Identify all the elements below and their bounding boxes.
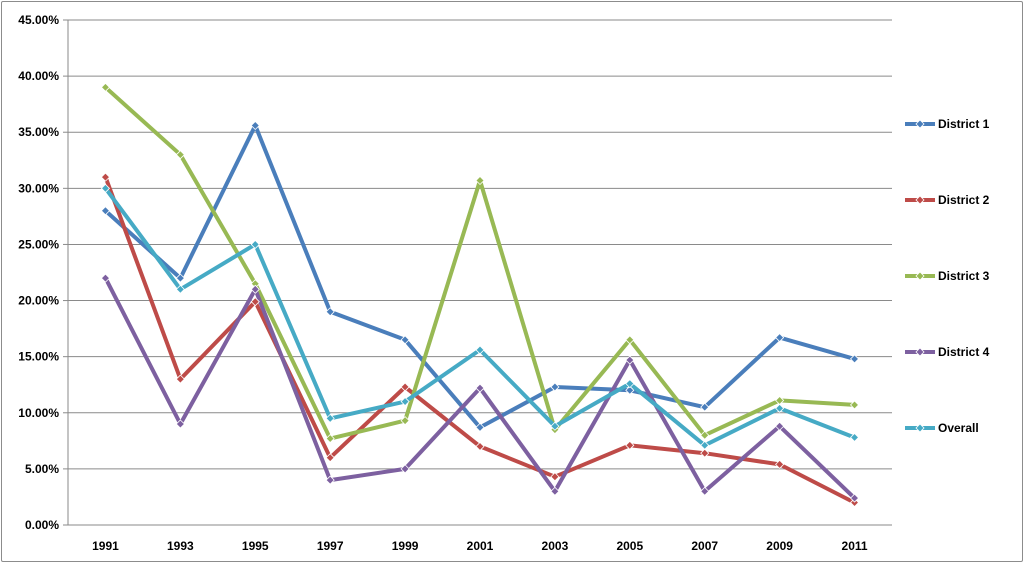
data-point — [550, 472, 560, 482]
data-point — [325, 307, 335, 317]
legend-marker — [915, 423, 925, 433]
x-tick-label: 1991 — [92, 539, 119, 553]
x-tick-label: 2005 — [616, 539, 643, 553]
x-tick-label: 2009 — [766, 539, 793, 553]
data-point — [550, 486, 560, 496]
legend-marker — [915, 195, 925, 205]
series-line-overall — [103, 186, 857, 448]
y-tick-label: 10.00% — [18, 406, 59, 420]
data-point — [175, 284, 185, 294]
legend-marker — [915, 347, 925, 357]
data-point — [550, 382, 560, 392]
data-point — [625, 355, 635, 365]
y-tick-label: 5.00% — [25, 462, 59, 476]
x-tick-label: 2001 — [467, 539, 494, 553]
data-point — [250, 297, 260, 307]
data-point — [400, 416, 410, 426]
gridlines — [68, 19, 892, 470]
x-tick-label: 2007 — [691, 539, 718, 553]
data-point — [625, 379, 635, 389]
x-axis-ticks: 1991 1993 1995 1997 1999 2001 2003 2005 2007 2009… — [92, 539, 868, 553]
y-tick-label: 25.00% — [18, 237, 59, 251]
legend-label: Overall — [938, 421, 979, 435]
legend-marker — [915, 271, 925, 281]
data-point — [400, 396, 410, 407]
data-point — [625, 440, 635, 450]
data-point — [625, 385, 635, 395]
data-point — [100, 172, 111, 182]
data-point — [475, 441, 485, 452]
x-tick-label: 2011 — [842, 539, 868, 553]
data-point — [700, 486, 710, 496]
data-point — [250, 284, 260, 294]
data-point — [849, 354, 860, 364]
legend-label: District 4 — [938, 345, 990, 359]
data-point — [775, 403, 785, 413]
data-point — [250, 239, 260, 250]
y-tick-label: 40.00% — [18, 69, 59, 83]
legend-marker — [915, 119, 925, 129]
data-point — [849, 400, 860, 410]
y-tick-label: 20.00% — [18, 294, 59, 308]
series-markers — [100, 82, 860, 508]
y-tick-label: 45.00% — [18, 13, 59, 27]
data-point — [775, 459, 785, 469]
series-lines — [103, 85, 857, 505]
x-tick-label: 1995 — [242, 539, 269, 553]
x-tick-label: 1999 — [392, 539, 419, 553]
data-point — [100, 82, 111, 92]
legend-label: District 3 — [938, 269, 990, 283]
data-point — [700, 402, 710, 412]
x-tick-label: 1993 — [167, 539, 194, 553]
data-point — [475, 345, 485, 355]
data-point — [175, 419, 185, 429]
data-point — [775, 421, 785, 431]
data-point — [325, 413, 335, 423]
y-tick-label: 30.00% — [18, 181, 59, 195]
data-point — [400, 335, 410, 345]
data-point — [175, 150, 185, 160]
data-point — [175, 273, 185, 283]
data-point — [700, 448, 710, 458]
y-tick-label: 0.00% — [25, 518, 59, 532]
y-tick-label: 35.00% — [18, 125, 59, 139]
data-point — [250, 120, 260, 131]
data-point — [400, 382, 410, 392]
data-point — [700, 430, 710, 440]
axes — [67, 20, 892, 526]
data-point — [175, 374, 185, 384]
data-point — [325, 453, 335, 463]
legend: District 1 District 2 District 3 District 4… — [905, 117, 990, 435]
y-tick-label: 15.00% — [18, 350, 59, 364]
series-line-district-1 — [103, 123, 857, 430]
x-tick-label: 2003 — [542, 539, 569, 553]
data-point — [849, 432, 860, 443]
x-tick-label: 1997 — [317, 539, 344, 553]
data-point — [100, 273, 111, 283]
data-point — [700, 440, 710, 450]
legend-label: District 2 — [938, 193, 990, 207]
data-point — [475, 175, 485, 186]
legend-label: District 1 — [938, 117, 990, 131]
data-point — [475, 422, 485, 432]
data-point — [400, 464, 410, 474]
data-point — [550, 421, 560, 431]
data-point — [475, 383, 485, 393]
data-point — [100, 206, 111, 216]
data-point — [325, 434, 335, 444]
data-point — [775, 333, 785, 343]
y-axis-ticks: 0.00% 5.00% 10.00% 15.00% 20.00% 25.00% 30.00%… — [18, 13, 68, 532]
data-point — [100, 183, 111, 193]
data-point — [625, 335, 635, 345]
data-point — [325, 475, 335, 485]
series-line-district-2 — [103, 175, 857, 505]
data-point — [849, 493, 860, 503]
